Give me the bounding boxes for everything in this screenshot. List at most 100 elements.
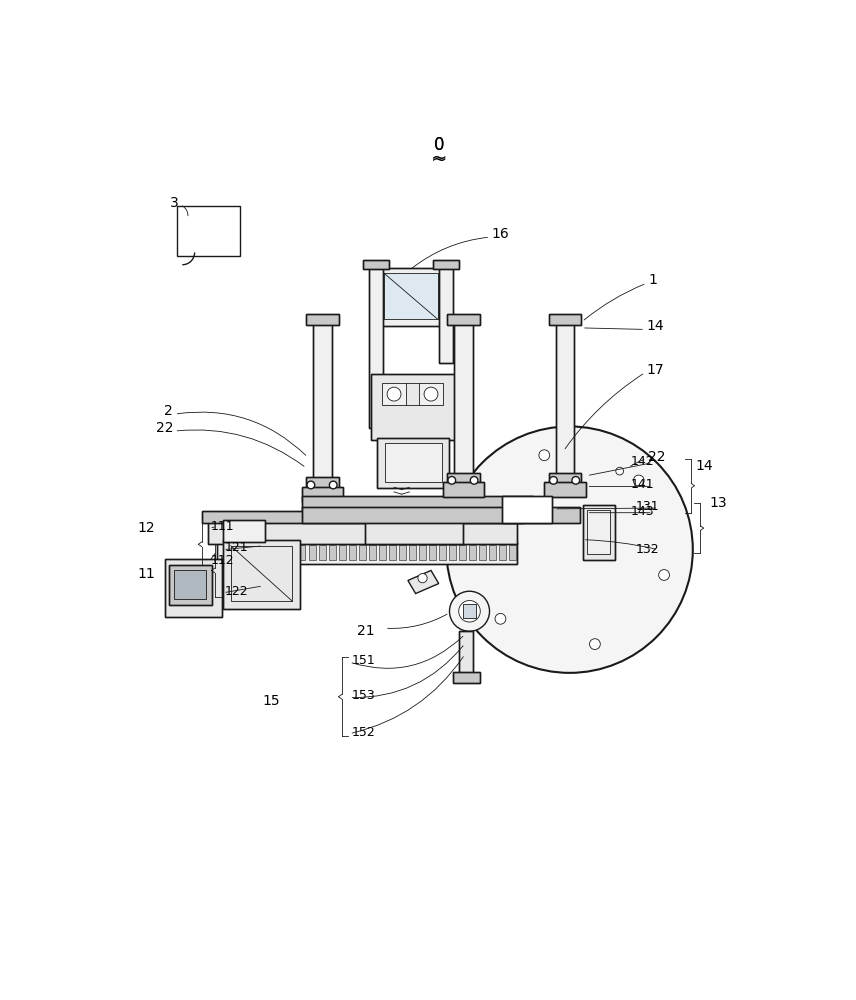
Circle shape <box>387 387 401 401</box>
Text: 22: 22 <box>648 450 666 464</box>
Bar <box>363 260 389 269</box>
Circle shape <box>550 477 557 484</box>
Bar <box>169 565 211 605</box>
Bar <box>378 545 385 560</box>
Text: 1: 1 <box>648 273 657 287</box>
Bar <box>459 545 466 560</box>
Text: 15: 15 <box>263 694 280 708</box>
Bar <box>383 383 406 405</box>
Circle shape <box>658 570 669 580</box>
Polygon shape <box>408 570 438 594</box>
Bar <box>301 496 532 510</box>
Bar <box>306 314 339 325</box>
Text: 152: 152 <box>352 726 376 739</box>
Text: 122: 122 <box>224 585 248 598</box>
Text: 11: 11 <box>138 567 155 581</box>
Bar <box>454 320 473 474</box>
Bar <box>365 509 463 544</box>
Bar <box>377 438 449 488</box>
Bar <box>449 545 455 560</box>
Circle shape <box>418 574 427 583</box>
Bar <box>408 545 416 560</box>
Bar <box>365 509 463 544</box>
Circle shape <box>615 467 623 475</box>
Text: 17: 17 <box>646 363 664 377</box>
Bar <box>223 520 265 542</box>
Text: 21: 21 <box>357 624 375 638</box>
Bar <box>447 314 479 325</box>
Bar <box>462 604 477 618</box>
Bar <box>231 546 293 601</box>
Text: 14: 14 <box>646 319 664 333</box>
Text: 22: 22 <box>156 421 173 435</box>
Bar <box>549 473 581 483</box>
Bar <box>508 545 515 560</box>
Bar <box>399 545 406 560</box>
Bar <box>460 631 473 673</box>
Text: 0: 0 <box>433 136 444 154</box>
Circle shape <box>446 426 693 673</box>
Bar <box>438 545 446 560</box>
Text: 143: 143 <box>631 505 654 518</box>
Bar <box>377 438 449 488</box>
Bar <box>301 507 580 523</box>
Bar <box>443 482 484 497</box>
Bar <box>301 507 580 523</box>
Circle shape <box>633 475 644 486</box>
Bar <box>164 559 223 617</box>
Bar <box>229 545 235 560</box>
Bar <box>339 545 346 560</box>
Bar <box>313 320 331 478</box>
Text: 131: 131 <box>635 500 659 513</box>
Bar <box>359 545 366 560</box>
Text: 112: 112 <box>211 554 235 567</box>
Bar <box>306 314 339 325</box>
Text: 12: 12 <box>138 521 155 535</box>
Bar <box>164 559 223 617</box>
Bar <box>259 545 265 560</box>
Bar <box>429 545 436 560</box>
Bar <box>308 545 316 560</box>
Bar <box>288 545 295 560</box>
Bar <box>208 522 517 544</box>
Bar <box>223 520 265 542</box>
Bar <box>556 320 574 474</box>
Bar <box>460 631 473 673</box>
Bar <box>447 473 479 483</box>
Bar <box>438 266 453 363</box>
Bar <box>223 540 300 609</box>
Polygon shape <box>608 463 634 487</box>
Bar <box>278 545 285 560</box>
Bar <box>389 545 395 560</box>
Bar <box>469 545 476 560</box>
Bar <box>269 545 276 560</box>
Circle shape <box>470 519 480 530</box>
Bar <box>587 510 610 554</box>
Bar <box>217 542 517 564</box>
Text: 142: 142 <box>631 455 654 468</box>
Bar <box>544 482 586 497</box>
Text: 151: 151 <box>352 654 376 667</box>
Bar <box>248 545 255 560</box>
Text: 132: 132 <box>635 543 659 556</box>
Bar <box>549 473 581 483</box>
Text: 16: 16 <box>492 227 509 241</box>
Bar <box>479 545 485 560</box>
Circle shape <box>448 477 455 484</box>
Bar <box>301 487 343 502</box>
Text: 153: 153 <box>352 689 376 702</box>
Circle shape <box>459 600 480 622</box>
Bar <box>432 260 459 269</box>
Bar <box>363 260 389 269</box>
Circle shape <box>449 591 490 631</box>
Bar <box>371 374 455 440</box>
Bar <box>313 320 331 478</box>
Circle shape <box>590 639 600 650</box>
Bar <box>318 545 325 560</box>
Circle shape <box>539 450 550 461</box>
Bar <box>370 266 383 428</box>
Text: 111: 111 <box>211 520 235 533</box>
Text: ~: ~ <box>431 151 447 170</box>
Bar <box>419 545 425 560</box>
Bar <box>489 545 496 560</box>
